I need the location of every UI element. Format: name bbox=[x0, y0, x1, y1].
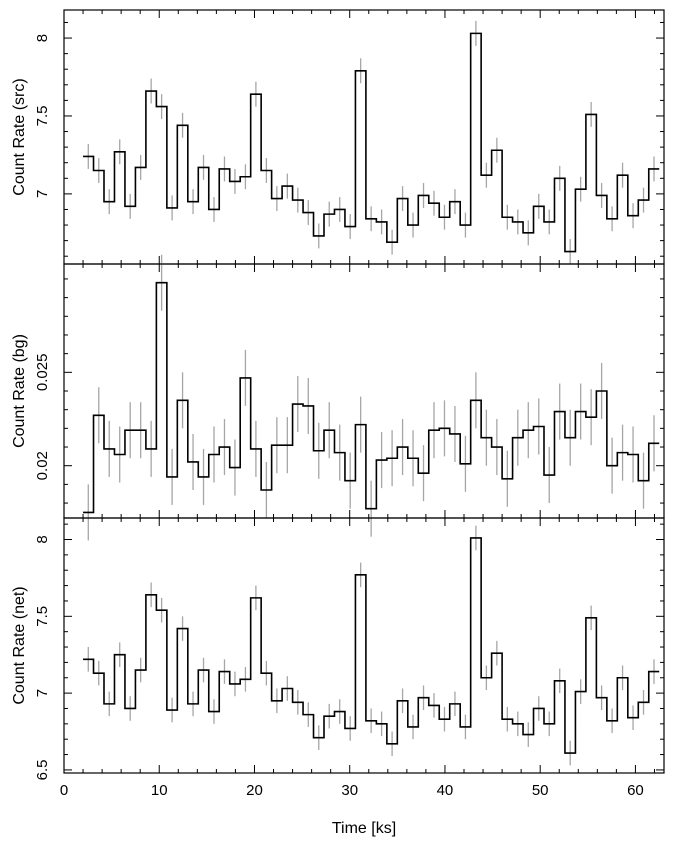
x-tick-label: 50 bbox=[532, 782, 549, 799]
x-axis-title: Time [ks] bbox=[332, 820, 396, 837]
panel-2: 0.02 0.025 Count Rate (bg) bbox=[11, 254, 665, 541]
y-tick-label: 7 bbox=[34, 689, 51, 697]
y-tick-label: 7.5 bbox=[34, 606, 51, 627]
y-axis-title: Count Rate (net) bbox=[11, 586, 28, 704]
y-tick-label: 8 bbox=[34, 535, 51, 543]
x-tick-label: 30 bbox=[341, 782, 358, 799]
x-tick-label: 10 bbox=[151, 782, 168, 799]
rate-step-line bbox=[83, 537, 660, 754]
panel-1: 7 7.5 8 Count Rate (src) bbox=[11, 9, 665, 265]
y-tick-label: 0.025 bbox=[34, 354, 51, 392]
y-axis-title: Count Rate (bg) bbox=[11, 334, 28, 448]
rate-step-line bbox=[83, 281, 660, 514]
y-tick-label: 7.5 bbox=[34, 106, 51, 127]
x-tick-label: 60 bbox=[627, 782, 644, 799]
x-tick-label: 40 bbox=[437, 782, 454, 799]
y-tick-label: 7 bbox=[34, 190, 51, 198]
y-tick-label: 6.5 bbox=[34, 759, 51, 780]
panel-frame bbox=[63, 9, 665, 265]
y-tick-label: 8 bbox=[34, 34, 51, 42]
x-tick-label: 20 bbox=[246, 782, 263, 799]
x-tick-label: 0 bbox=[60, 782, 68, 799]
panel-3: 0 10 20 30 40 50 60 6.5 7 7.5 8 Count Rate (net) Tim… bbox=[11, 517, 665, 837]
rate-step-line bbox=[83, 32, 660, 253]
panel-frame bbox=[63, 263, 665, 519]
y-axis-title: Count Rate (src) bbox=[11, 78, 28, 195]
y-tick-label: 0.02 bbox=[34, 451, 51, 480]
panel-frame bbox=[63, 517, 665, 774]
